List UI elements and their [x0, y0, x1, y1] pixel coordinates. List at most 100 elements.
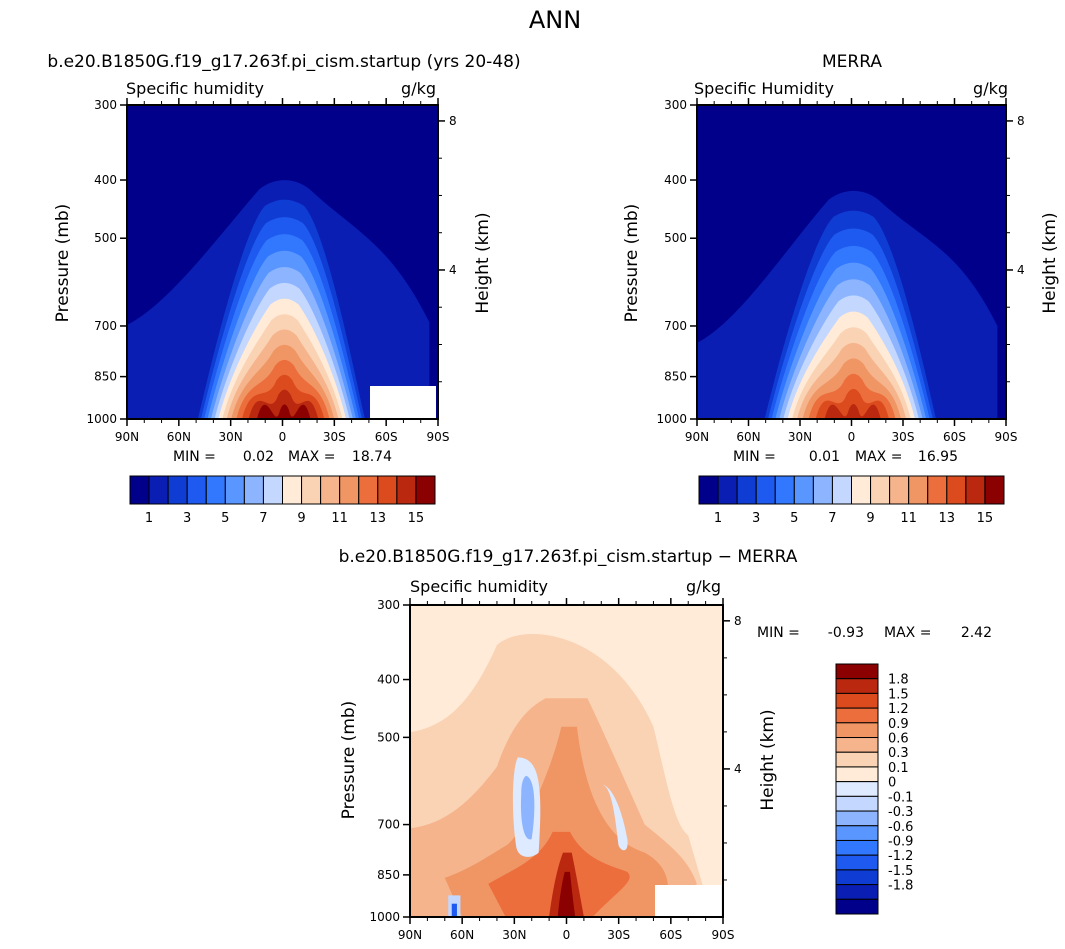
max-label: MAX = [288, 449, 335, 465]
colorbar-cell [301, 475, 322, 505]
x-tick-label: 0 [848, 430, 856, 444]
y-tick-label: 700 [377, 818, 400, 832]
plot-axes: 90N 60N 30N 0 30S 60S 90S 1000 850 700 500 400 300 4 8 [369, 598, 742, 942]
colorbar-cell [835, 707, 879, 724]
plot-axes: 90N 60N 30N 0 30S 60S 90S 1000 850 700 500 400 300 4 8 [656, 98, 1025, 444]
min-value: 0.02 [243, 449, 274, 465]
colorbar-cell [835, 751, 879, 768]
y-tick-label: 850 [377, 868, 400, 882]
colorbar-cell [831, 475, 852, 505]
y-tick-label: 400 [664, 173, 687, 187]
plot-axes: 90N 60N 30N 0 30S 60S 90S 1000 850 700 500 400 300 4 8 [86, 98, 457, 444]
colorbar-cell [358, 475, 379, 505]
x-tick-label: 90N [685, 430, 709, 444]
contour-field [410, 605, 723, 917]
colorbar-label: -0.1 [888, 790, 913, 805]
colorbar-cell [698, 475, 719, 505]
colorbar-cell [835, 810, 879, 827]
colorbar-label: 5 [221, 511, 229, 526]
min-label: MIN = [757, 625, 800, 641]
y-tick-label: 1000 [369, 910, 400, 924]
y2-tick-label: 4 [449, 263, 457, 277]
colorbar-label: 1 [145, 511, 153, 526]
y-tick-label: 300 [664, 98, 687, 112]
contour-neg-1-2 [451, 903, 457, 917]
max-value: 18.74 [352, 449, 392, 465]
colorbar-cell [889, 475, 910, 505]
colorbar-cell [186, 475, 207, 505]
colorbar-cell [835, 663, 879, 680]
contour-field [697, 105, 1006, 419]
y-axis-title: Pressure (mb) [53, 204, 73, 323]
colorbar-label: 7 [259, 511, 267, 526]
max-value: 16.95 [918, 449, 958, 465]
colorbar-cell [243, 475, 264, 505]
colorbar-cell [339, 475, 360, 505]
y-tick-label: 300 [94, 98, 117, 112]
x-tick-label: 30S [323, 430, 346, 444]
colorbar-cell [835, 766, 879, 783]
colorbar-label: -0.3 [888, 805, 913, 820]
x-tick-label: 60N [167, 430, 191, 444]
panel-title: b.e20.B1850G.f19_g17.263f.pi_cism.startu… [47, 52, 520, 72]
colorbar-cell [262, 475, 283, 505]
x-tick-label: 90S [712, 928, 735, 942]
missing-data-region [655, 885, 721, 917]
colorbar-cell [282, 475, 303, 505]
colorbar-cell [717, 475, 738, 505]
y-axis-title: Pressure (mb) [339, 701, 359, 820]
colorbar-label: -1.2 [888, 849, 913, 864]
colorbar: 1 3 5 7 9 11 13 15 [129, 475, 436, 526]
colorbar-cell [835, 722, 879, 739]
colorbar-label: 9 [297, 511, 305, 526]
units-label: g/kg [973, 79, 1008, 98]
colorbar-cell [835, 692, 879, 709]
colorbar-cell [835, 839, 879, 856]
colorbar-label: 0 [888, 776, 896, 791]
x-tick-label: 60N [736, 430, 760, 444]
colorbar-label: 0.1 [888, 761, 909, 776]
panel-merra: MERRA Specific Humidity g/kg 90N 60N 30N 0 3… [622, 52, 1060, 526]
colorbar-cell [984, 475, 1005, 505]
colorbar-label: 9 [866, 511, 874, 526]
colorbar-label: -0.9 [888, 834, 913, 849]
y-tick-label: 400 [377, 673, 400, 687]
colorbar-cell [835, 854, 879, 871]
colorbar-cell [835, 737, 879, 753]
panel-title: MERRA [822, 52, 882, 72]
y-tick-label: 850 [664, 370, 687, 384]
colorbar-label: 0.6 [888, 732, 909, 747]
colorbar-label: 7 [828, 511, 836, 526]
contour-field [127, 105, 438, 419]
y2-tick-label: 4 [734, 762, 742, 776]
colorbar-cell [736, 475, 757, 505]
y-tick-label: 1000 [86, 412, 117, 426]
variable-label: Specific Humidity [694, 79, 834, 98]
colorbar-label: 3 [752, 511, 760, 526]
panel-difference: b.e20.B1850G.f19_g17.263f.pi_cism.startu… [339, 547, 992, 942]
y2-axis-title: Height (km) [473, 212, 493, 313]
y-tick-label: 1000 [656, 412, 687, 426]
missing-data-region [370, 386, 436, 419]
colorbar-cell [835, 795, 879, 812]
colorbar-label: 1 [714, 511, 722, 526]
colorbar-cell [148, 475, 169, 505]
variable-label: Specific humidity [410, 577, 548, 596]
colorbar-label: 1.2 [888, 702, 909, 717]
colorbar-cell [224, 475, 245, 505]
colorbar-cell [927, 475, 948, 505]
min-label: MIN = [173, 449, 216, 465]
panel-title: b.e20.B1850G.f19_g17.263f.pi_cism.startu… [339, 547, 798, 567]
colorbar-label: 13 [939, 511, 956, 526]
y2-axis-title: Height (km) [1040, 212, 1060, 313]
x-tick-label: 60S [659, 928, 682, 942]
colorbar-label: 11 [900, 511, 917, 526]
colorbar-cell [812, 475, 833, 505]
x-tick-label: 90S [995, 430, 1018, 444]
colorbar-cell [851, 475, 872, 505]
x-tick-label: 90S [427, 430, 450, 444]
y-tick-label: 300 [377, 598, 400, 612]
colorbar-cell [965, 475, 986, 505]
y2-tick-label: 4 [1017, 263, 1025, 277]
y2-tick-label: 8 [449, 114, 457, 128]
